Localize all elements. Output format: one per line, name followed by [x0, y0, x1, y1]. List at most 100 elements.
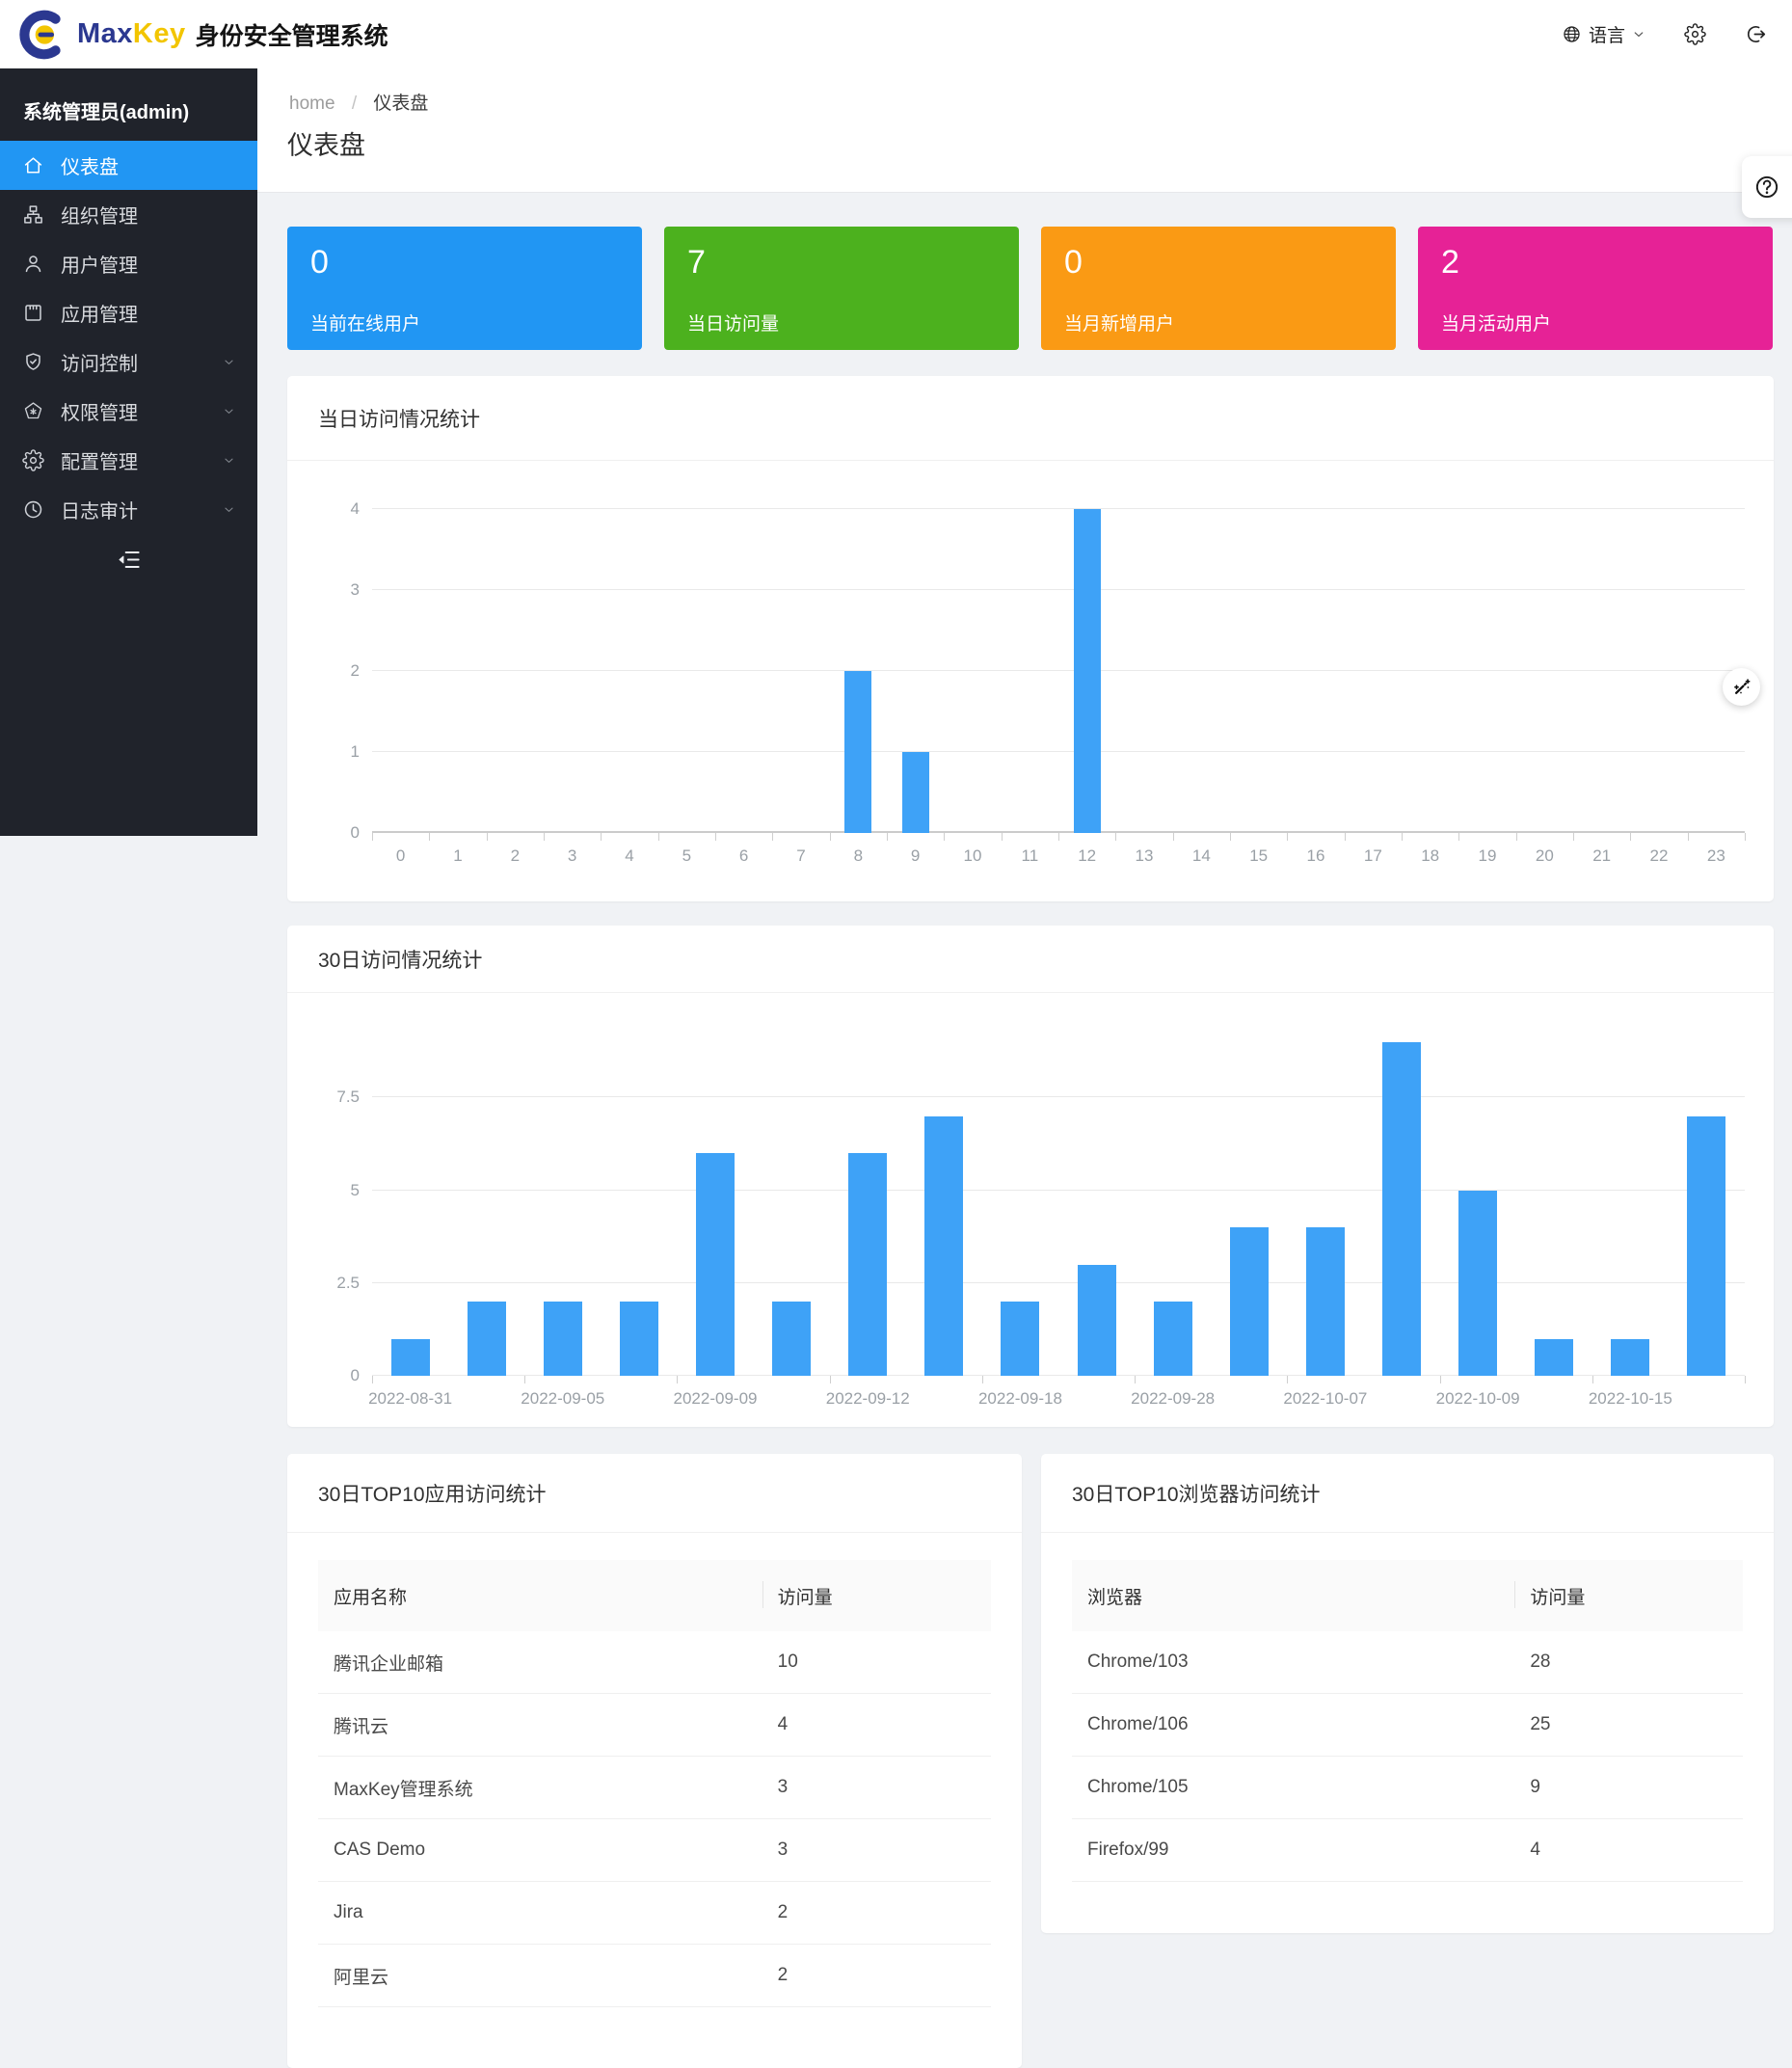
sidebar-item-users[interactable]: 用户管理 [0, 239, 257, 288]
bar[interactable] [1535, 1338, 1574, 1376]
bar[interactable] [924, 1115, 964, 1376]
bar[interactable] [1611, 1338, 1650, 1376]
settings-gear-icon[interactable] [1684, 23, 1706, 45]
sidebar-item-organization[interactable]: 组织管理 [0, 190, 257, 239]
bar[interactable] [1153, 1302, 1192, 1376]
sidebar-item-dashboard[interactable]: 仪表盘 [0, 141, 257, 190]
top-apps-table: 应用名称 访问量 腾讯企业邮箱 10 腾讯云 4 MaxKey管理系统 3 CAS Demo 3 J… [318, 1560, 991, 2007]
magic-wand-button[interactable] [1723, 668, 1760, 706]
bar[interactable] [1458, 1190, 1498, 1376]
stat-value: 0 [310, 244, 329, 281]
axis-tick [1630, 833, 1632, 841]
table-row: 腾讯企业邮箱 10 [318, 1631, 991, 1694]
y-axis-label: 2.5 [336, 1273, 360, 1292]
cell: 腾讯企业邮箱 [318, 1631, 762, 1694]
bar[interactable] [1305, 1227, 1345, 1376]
x-axis-label: 12 [1078, 846, 1097, 865]
sidebar-item-label: 配置管理 [61, 452, 138, 473]
shield-check-icon [22, 351, 44, 373]
cell: 25 [1514, 1693, 1743, 1757]
x-axis-label: 1 [453, 846, 463, 865]
table-row: MaxKey管理系统 3 [318, 1756, 991, 1819]
bar[interactable] [390, 1338, 430, 1376]
x-axis-label: 10 [963, 846, 982, 865]
cell: 2 [762, 1881, 991, 1945]
daily-visits-chart-card: 当日访问情况统计 0 1 2 3 4 0 1 2 3 4 5 6 7 8 9 10 11 12 13 14 15 16 17… [287, 376, 1774, 901]
axis-tick [944, 833, 946, 841]
bar[interactable] [1687, 1115, 1726, 1376]
bar[interactable] [1073, 509, 1101, 833]
sidebar-item-access-control[interactable]: 访问控制 [0, 337, 257, 387]
card-title: 30日访问情况统计 [287, 926, 1774, 993]
axis-tick [772, 833, 774, 841]
bar[interactable] [467, 1302, 506, 1376]
table-row: Jira 2 [318, 1881, 991, 1945]
axis-tick [1115, 833, 1117, 841]
maxkey-logo-icon [15, 9, 67, 61]
x-axis-label: 3 [567, 846, 577, 865]
bar[interactable] [1382, 1041, 1421, 1376]
axis-tick [829, 1376, 831, 1383]
bar[interactable] [1229, 1227, 1269, 1376]
org-icon [22, 203, 44, 226]
bar[interactable] [619, 1302, 658, 1376]
bar[interactable] [1077, 1264, 1116, 1376]
gridline [372, 589, 1745, 590]
language-menu[interactable]: 语言 [1562, 21, 1645, 47]
axis-tick [1745, 1376, 1746, 1383]
axis-tick [887, 833, 888, 841]
product-title: 身份安全管理系统 [195, 22, 388, 50]
sidebar-item-audit-log[interactable]: 日志审计 [0, 485, 257, 534]
stat-card-online-users: 0 当前在线用户 [287, 227, 642, 350]
axis-tick [657, 833, 659, 841]
bar[interactable] [772, 1302, 812, 1376]
language-label: 语言 [1588, 26, 1625, 46]
y-axis-label: 0 [350, 1366, 360, 1384]
breadcrumb-home-link[interactable]: home [289, 94, 335, 114]
page-title: 仪表盘 [287, 131, 365, 160]
x-axis-label: 5 [682, 846, 692, 865]
menu-fold-button[interactable] [0, 547, 257, 573]
bar[interactable] [848, 1153, 888, 1376]
top-browsers-table-card: 30日TOP10浏览器访问统计 浏览器 访问量 Chrome/103 28 Chrome… [1041, 1454, 1774, 1933]
axis-tick [1687, 833, 1689, 841]
chevron-down-icon [1632, 28, 1645, 41]
bar[interactable] [696, 1153, 735, 1376]
gear-icon [22, 449, 44, 471]
card-title: 当日访问情况统计 [287, 376, 1774, 461]
sidebar-item-permissions[interactable]: 权限管理 [0, 387, 257, 436]
column-header: 访问量 [762, 1560, 991, 1631]
sidebar-item-label: 访问控制 [61, 354, 138, 375]
y-axis-label: 4 [350, 499, 360, 518]
bar[interactable] [844, 671, 872, 833]
axis-tick [524, 1376, 526, 1383]
top-apps-table-card: 30日TOP10应用访问统计 应用名称 访问量 腾讯企业邮箱 10 腾讯云 4 MaxKey… [287, 1454, 1022, 2068]
x-axis-label: 7 [796, 846, 806, 865]
bar[interactable] [901, 752, 929, 833]
card-title: 30日TOP10浏览器访问统计 [1041, 1454, 1774, 1533]
x-axis-label: 17 [1363, 846, 1382, 865]
y-axis-label: 5 [350, 1180, 360, 1199]
cell: 2 [762, 1944, 991, 2007]
sidebar-item-applications[interactable]: 应用管理 [0, 288, 257, 337]
help-button[interactable] [1742, 156, 1792, 218]
logout-icon[interactable] [1745, 23, 1767, 45]
axis-tick [1172, 833, 1174, 841]
bar[interactable] [543, 1302, 582, 1376]
x-axis-label: 14 [1191, 846, 1211, 865]
x-axis-label: 8 [853, 846, 864, 865]
sidebar-user-title: 系统管理员(admin) [23, 102, 190, 123]
stat-card-monthly-new-users: 0 当月新增用户 [1041, 227, 1396, 350]
bar[interactable] [1001, 1302, 1040, 1376]
x-axis-label: 23 [1706, 846, 1725, 865]
axis-tick [429, 833, 431, 841]
question-icon [1753, 174, 1780, 201]
cell: Chrome/103 [1072, 1631, 1515, 1694]
cell: Chrome/105 [1072, 1756, 1515, 1819]
cell: Chrome/106 [1072, 1693, 1515, 1757]
brand-logo[interactable]: Max Key 身份安全管理系统 [15, 0, 388, 68]
x-axis-label: 2022-10-15 [1588, 1389, 1672, 1408]
chevron-down-icon [223, 503, 235, 516]
sidebar-item-configuration[interactable]: 配置管理 [0, 436, 257, 485]
